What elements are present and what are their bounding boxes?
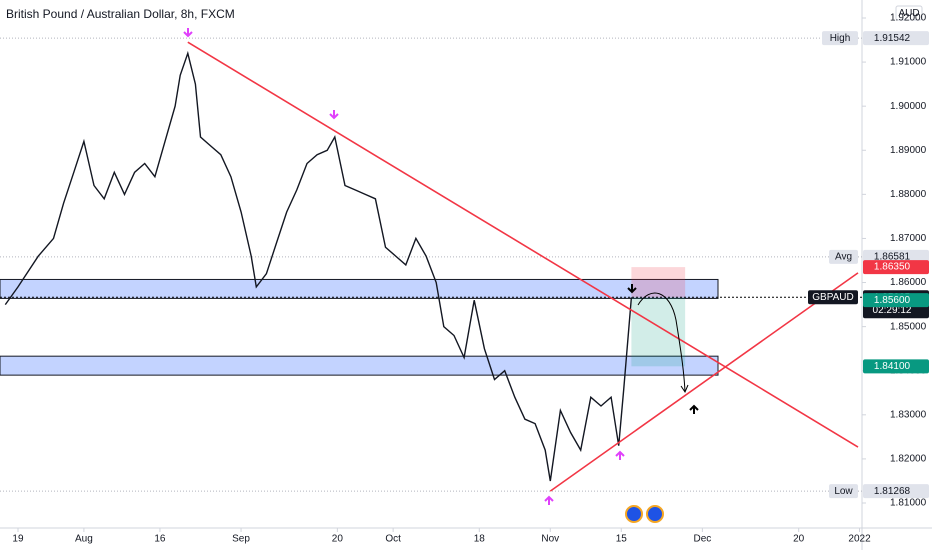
price-marker-label: 1.81268 (874, 486, 911, 497)
event-icon[interactable] (646, 505, 664, 523)
x-tick-label: 20 (332, 534, 344, 545)
price-marker-label: 1.91542 (874, 33, 911, 44)
x-tick-label: 16 (154, 534, 166, 545)
target-zone (631, 297, 686, 367)
chart-title: British Pound / Australian Dollar, 8h, F… (6, 7, 235, 21)
price-marker (863, 359, 929, 374)
price-marker-name-box (822, 31, 858, 46)
price-marker (863, 31, 929, 46)
x-tick-label: 20 (793, 534, 805, 545)
price-marker-label: 1.84100 (874, 361, 911, 372)
y-tick-label: 1.86000 (890, 277, 927, 288)
price-marker-name: Avg (835, 252, 852, 263)
stop-zone (631, 267, 686, 298)
price-marker-name: High (830, 33, 851, 44)
price-marker-label: 1.86350 (874, 262, 911, 273)
arrow-down (183, 28, 193, 38)
price-marker (863, 484, 929, 499)
price-line (4, 50, 633, 482)
x-tick-label: Nov (541, 534, 559, 545)
trendline (187, 41, 859, 448)
y-tick-label: 1.85000 (890, 321, 927, 332)
x-tick-label: Aug (75, 534, 93, 545)
x-tick-label: Sep (232, 534, 250, 545)
arrow-up (615, 450, 625, 460)
countdown: 02:29:12 (873, 305, 912, 316)
price-marker-label: 1.85600 (874, 295, 911, 306)
currency-label: AUD (898, 8, 919, 19)
x-tick-label: 19 (12, 534, 24, 545)
event-icon[interactable] (625, 505, 643, 523)
projection-arrowhead (680, 384, 689, 394)
price-marker-name-box (829, 249, 858, 264)
arrow-down (329, 110, 339, 120)
price-marker (863, 293, 929, 308)
y-tick-label: 1.83000 (890, 409, 927, 420)
x-tick-label: 18 (474, 534, 486, 545)
projection-curve (637, 292, 686, 393)
y-tick-label: 1.87000 (890, 233, 927, 244)
arrow-up (544, 495, 554, 505)
zone (0, 355, 719, 376)
y-tick-label: 1.88000 (890, 189, 927, 200)
arrow-down (627, 284, 637, 294)
y-tick-label: 1.82000 (890, 454, 927, 465)
x-tick-label: Oct (385, 534, 401, 545)
price-marker-name-box (808, 290, 858, 305)
price-marker-name: Low (834, 486, 853, 497)
x-tick-label: 2022 (848, 534, 871, 545)
y-tick-label: 1.91000 (890, 57, 927, 68)
y-tick-label: 1.81000 (890, 498, 927, 509)
price-marker (863, 260, 929, 275)
x-tick-label: 15 (616, 534, 628, 545)
y-tick-label: 1.90000 (890, 101, 927, 112)
price-marker-name-box (829, 484, 858, 499)
y-tick-label: 1.89000 (890, 145, 927, 156)
arrow-up (689, 404, 699, 414)
zone (0, 278, 719, 299)
annotations (183, 28, 699, 523)
x-tick-label: Dec (693, 534, 711, 545)
price-marker-label: 1.86581 (874, 252, 911, 263)
trendline (549, 272, 859, 492)
y-tick-label: 1.92000 (890, 13, 927, 24)
price-marker-name: GBPAUD (812, 292, 854, 303)
currency-box (895, 5, 923, 21)
